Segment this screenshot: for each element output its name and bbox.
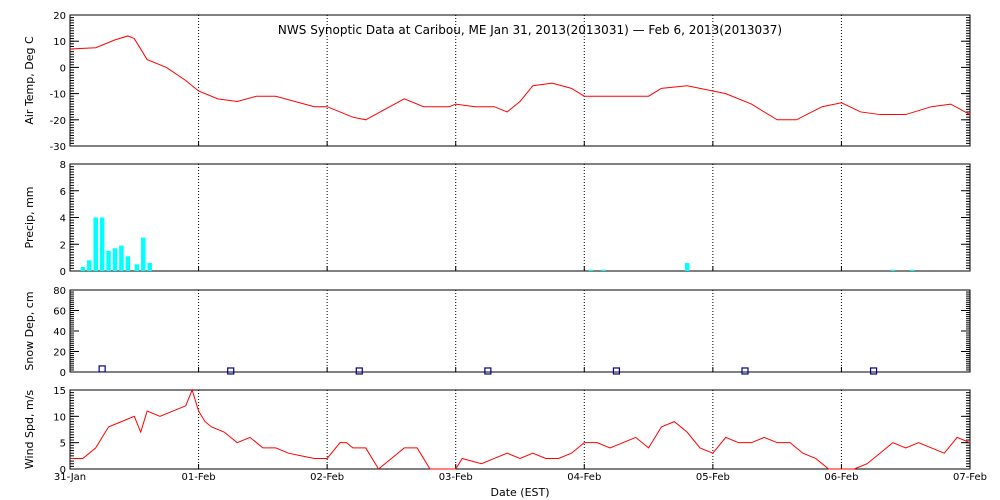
y-tick-label: -20 xyxy=(50,116,66,127)
precip-bar xyxy=(125,256,131,271)
chart-title: NWS Synoptic Data at Caribou, ME Jan 31,… xyxy=(278,23,782,37)
y-tick-label: 80 xyxy=(53,286,66,297)
y-tick-label: 10 xyxy=(53,412,66,423)
x-tick-label: 04-Feb xyxy=(567,472,601,483)
snow-depth-point xyxy=(227,367,235,375)
x-tick-label: 07-Feb xyxy=(953,472,987,483)
y-tick-label: 0 xyxy=(60,465,66,476)
precip-bar xyxy=(112,248,118,271)
panel-2: 0 2 4 6 8 Precip, mm xyxy=(23,160,971,278)
x-tick-label: 06-Feb xyxy=(824,472,858,483)
y-tick-label: 0 xyxy=(60,368,66,379)
precip-bar xyxy=(147,262,152,271)
precip-bar xyxy=(134,264,140,271)
precip-bar xyxy=(119,245,124,271)
x-tick-label: 05-Feb xyxy=(696,472,730,483)
precip-bar xyxy=(588,269,593,271)
y-tick-label: 8 xyxy=(60,160,66,171)
panel-1: -30 -20 -10 0 10 20 Air Temp, Deg C xyxy=(23,11,971,153)
precip-bar xyxy=(909,269,915,271)
y-axis-label: Snow Dep, cm xyxy=(23,291,36,370)
precip-bar xyxy=(106,250,111,271)
x-tick-label: 03-Feb xyxy=(439,472,473,483)
series-line xyxy=(70,388,971,470)
y-tick-label: 2 xyxy=(60,240,66,251)
y-tick-label: 0 xyxy=(60,63,66,74)
panel-frame xyxy=(69,163,971,272)
snow-depth-point xyxy=(355,367,363,375)
precip-bar xyxy=(87,260,92,271)
y-tick-label: 15 xyxy=(53,386,66,397)
panel-4: 0 5 10 15 Wind Spd, m/s xyxy=(23,386,971,476)
y-tick-label: 40 xyxy=(53,327,66,338)
x-tick-label: 01-Feb xyxy=(182,472,216,483)
panel-3: 0 20 40 60 80 Snow Dep, cm xyxy=(23,286,971,379)
snow-depth-point xyxy=(869,367,878,375)
precip-bar xyxy=(99,217,105,271)
panel-frame xyxy=(69,289,971,373)
snow-depth-point xyxy=(612,367,621,375)
snow-depth-point xyxy=(741,367,749,375)
y-tick-label: 5 xyxy=(60,439,66,450)
precip-bar xyxy=(601,269,606,271)
x-tick-label: 02-Feb xyxy=(310,472,344,483)
y-tick-label: 20 xyxy=(53,11,66,22)
y-tick-label: 4 xyxy=(60,214,66,225)
panel-frame xyxy=(69,14,971,147)
snow-depth-point xyxy=(484,367,492,375)
precip-bar xyxy=(80,266,86,271)
panel-frame xyxy=(69,389,971,470)
y-tick-label: 0 xyxy=(60,267,66,278)
y-axis-label: Air Temp, Deg C xyxy=(23,36,36,125)
x-tick-label: 31-Jan xyxy=(54,472,86,483)
y-tick-label: -30 xyxy=(50,142,66,153)
y-axis-label: Wind Spd, m/s xyxy=(23,390,36,470)
precip-bar xyxy=(684,262,690,271)
precip-bar xyxy=(93,217,98,271)
y-tick-label: 10 xyxy=(53,37,66,48)
series-line xyxy=(69,35,971,121)
precip-bar xyxy=(890,269,896,271)
y-axis-label: Precip, mm xyxy=(23,187,36,249)
y-tick-label: 60 xyxy=(53,307,66,318)
snow-depth-point xyxy=(98,365,106,373)
y-tick-label: -10 xyxy=(50,90,66,101)
y-tick-label: 6 xyxy=(60,187,66,198)
y-tick-label: 20 xyxy=(53,348,66,359)
x-axis-label: Date (EST) xyxy=(490,486,549,499)
precip-bar xyxy=(141,237,146,271)
